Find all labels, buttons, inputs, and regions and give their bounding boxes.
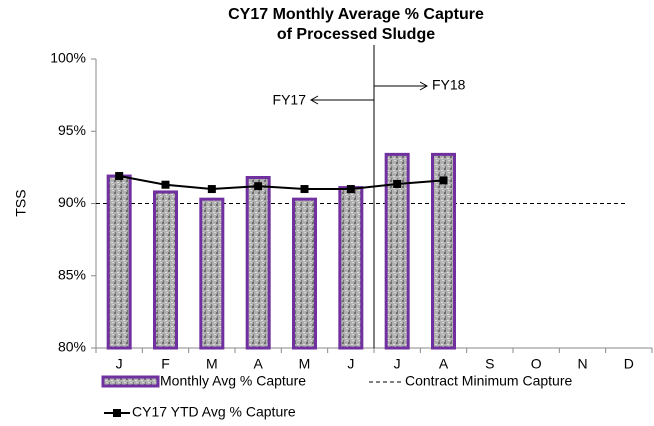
- y-tick-label: 80%: [58, 339, 86, 355]
- line-marker: [115, 172, 124, 181]
- line-marker: [300, 185, 309, 194]
- line-marker: [207, 185, 216, 194]
- legend-label: Monthly Avg % Capture: [160, 373, 306, 389]
- x-tick-label: J: [347, 356, 354, 372]
- annotation: FY17: [273, 92, 307, 108]
- bar: [431, 152, 456, 350]
- arrow-head: [419, 81, 429, 91]
- x-tick-label: M: [206, 356, 218, 372]
- bar: [292, 197, 317, 350]
- x-tick-label: A: [253, 356, 263, 372]
- x-tick-label: J: [394, 356, 401, 372]
- y-axis-label: TSS: [13, 189, 29, 216]
- x-tick-label: A: [439, 356, 449, 372]
- x-tick-label: N: [577, 356, 587, 372]
- line-marker: [439, 176, 448, 185]
- line-marker: [346, 185, 355, 194]
- legend-swatch: [113, 409, 121, 417]
- x-tick-label: F: [161, 356, 170, 372]
- bar: [106, 174, 132, 350]
- x-tick-label: S: [485, 356, 494, 372]
- bar: [245, 175, 271, 350]
- bar: [153, 190, 178, 350]
- line-marker: [161, 180, 170, 189]
- y-tick-label: 100%: [50, 50, 86, 66]
- y-tick-label: 95%: [58, 122, 86, 138]
- annotation: FY18: [432, 77, 466, 93]
- bar: [384, 152, 410, 350]
- line-marker: [254, 182, 263, 191]
- chart-title: of Processed Sludge: [277, 26, 435, 43]
- legend-label: Contract Minimum Capture: [405, 373, 572, 389]
- bar: [338, 186, 364, 350]
- y-tick-label: 90%: [58, 194, 86, 210]
- line-series: [118, 175, 444, 191]
- x-tick-label: M: [299, 356, 311, 372]
- chart-title: CY17 Monthly Average % Capture: [228, 6, 484, 23]
- line-marker: [393, 179, 402, 188]
- y-tick-label: 85%: [58, 266, 86, 282]
- x-tick-label: O: [531, 356, 542, 372]
- legend-swatch: [101, 375, 160, 388]
- bar: [199, 197, 225, 350]
- legend-label: CY17 YTD Avg % Capture: [132, 404, 296, 420]
- x-tick-label: D: [624, 356, 634, 372]
- x-tick-label: J: [116, 356, 123, 372]
- arrow-head: [309, 95, 319, 105]
